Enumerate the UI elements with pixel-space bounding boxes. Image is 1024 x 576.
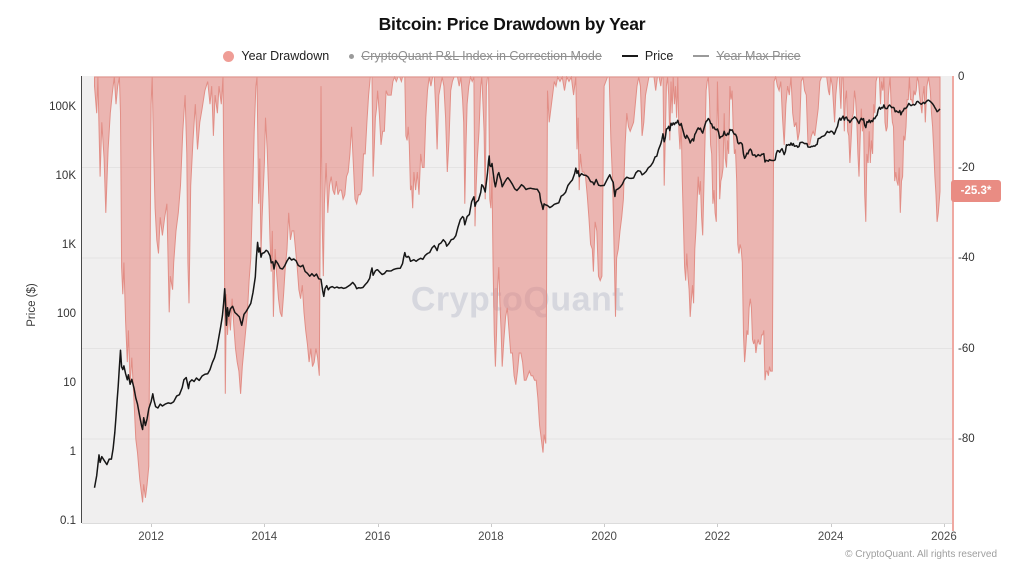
- copyright-note: © CryptoQuant. All rights reserved: [845, 549, 997, 560]
- year-tick-label: 2014: [251, 531, 278, 543]
- year-tick-mark: [830, 523, 832, 527]
- chart-canvas[interactable]: [82, 76, 953, 523]
- legend-item-price[interactable]: Price: [621, 49, 674, 63]
- price-line: [93, 99, 941, 488]
- drawdown-tick-label: -60: [958, 342, 975, 355]
- price-tick-label: 10K: [55, 169, 76, 182]
- price-tick-label: 100: [56, 307, 76, 320]
- x-axis-line: [82, 523, 953, 524]
- price-tick-label: 1: [69, 445, 76, 458]
- year-tick-label: 2020: [591, 531, 617, 543]
- drawdown-tick-label: -80: [958, 433, 975, 445]
- year-tick-label: 2016: [364, 531, 391, 543]
- legend-item-cryptoquant-p-l-index-in-correction-mode[interactable]: CryptoQuant P&L Index in Correction Mode: [349, 49, 602, 63]
- legend-item-year-drawdown[interactable]: Year Drawdown: [223, 49, 329, 63]
- year-tick-label: 2012: [138, 531, 164, 543]
- drawdown-tick-label: -40: [958, 252, 975, 264]
- legend-item-label: Year Drawdown: [241, 49, 330, 63]
- legend-item-label: Year Max Price: [716, 49, 801, 63]
- legend-dot-swatch-icon: [223, 50, 235, 62]
- year-tick-label: 2026: [931, 531, 957, 543]
- legend-dot-swatch-icon: [349, 53, 355, 59]
- legend-line-swatch-icon: [693, 54, 710, 58]
- chart-title: Bitcoin: Price Drawdown by Year: [378, 14, 646, 34]
- price-axis-ticks: 100K 10K 1K 100 10 1 0.1: [0, 0, 76, 576]
- legend-line-swatch-icon: [621, 54, 638, 58]
- price-tick-label: 100K: [49, 100, 76, 113]
- year-tick-mark: [604, 523, 606, 527]
- price-tick-label: 10: [63, 376, 76, 389]
- year-tick-mark: [943, 523, 945, 527]
- year-tick-mark: [490, 523, 492, 527]
- drawdown-tick-label: 0: [958, 71, 965, 83]
- drawdown-tick-label: -20: [958, 161, 975, 174]
- legend-item-year-max-price[interactable]: Year Max Price: [693, 49, 801, 63]
- year-tick-mark: [377, 523, 379, 527]
- year-tick-label: 2022: [704, 531, 731, 543]
- price-axis-line: [81, 76, 82, 523]
- legend: Year Drawdown CryptoQuant P&L Index in Co…: [0, 49, 1024, 63]
- legend-item-label: CryptoQuant P&L Index in Correction Mode: [361, 49, 602, 63]
- year-tick-mark: [151, 523, 153, 527]
- year-tick-label: 2018: [478, 531, 504, 543]
- year-tick-label: 2024: [817, 531, 844, 543]
- year-tick-mark: [264, 523, 266, 527]
- price-axis-title: Price ($): [26, 283, 38, 327]
- legend-item-label: Price: [644, 49, 674, 63]
- year-tick-mark: [717, 523, 719, 527]
- price-tick-label: 1K: [61, 238, 76, 251]
- drawdown-axis-line: [952, 76, 954, 531]
- price-tick-label: 0.1: [60, 514, 76, 527]
- current-drawdown-badge: -25.3*: [951, 180, 1001, 203]
- plot-area[interactable]: CryptoQuant: [82, 76, 953, 523]
